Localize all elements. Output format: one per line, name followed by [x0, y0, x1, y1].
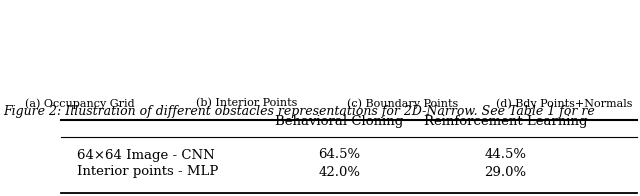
- Text: Behavioral Cloning: Behavioral Cloning: [275, 115, 403, 128]
- Text: (d) Bdy Points+Normals: (d) Bdy Points+Normals: [496, 98, 632, 109]
- Text: (c) Boundary Points: (c) Boundary Points: [348, 98, 459, 109]
- Text: Figure 2: Illustration of different obstacles representations for 2D-Narrow. See: Figure 2: Illustration of different obst…: [3, 105, 595, 118]
- Text: 44.5%: 44.5%: [484, 149, 527, 162]
- Text: Interior points - MLP: Interior points - MLP: [77, 165, 218, 179]
- Text: Reinforcement Learning: Reinforcement Learning: [424, 115, 588, 128]
- Text: 42.0%: 42.0%: [318, 165, 360, 179]
- Text: (a) Occupancy Grid: (a) Occupancy Grid: [25, 98, 135, 109]
- Text: 64×64 Image - CNN: 64×64 Image - CNN: [77, 149, 214, 162]
- Text: (b) Interior Points: (b) Interior Points: [196, 98, 298, 108]
- Text: 64.5%: 64.5%: [318, 149, 360, 162]
- Text: 29.0%: 29.0%: [484, 165, 527, 179]
